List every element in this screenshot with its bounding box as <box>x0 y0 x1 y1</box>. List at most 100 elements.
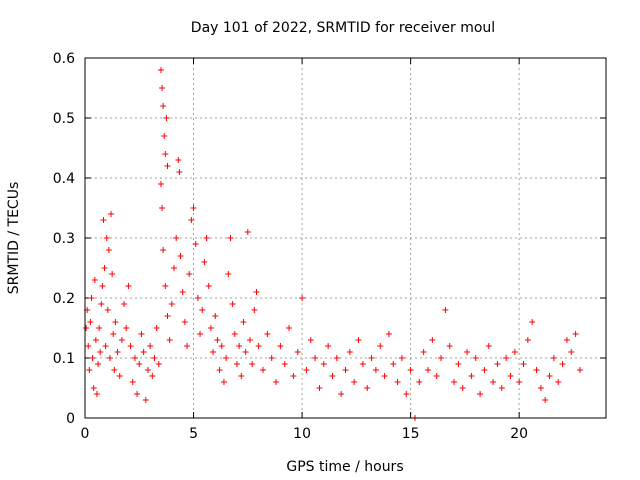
data-point <box>312 355 319 361</box>
data-point <box>175 157 182 163</box>
data-point <box>102 343 109 349</box>
data-point <box>477 391 484 397</box>
data-point <box>290 373 297 379</box>
data-point <box>86 367 93 373</box>
data-point <box>372 367 379 373</box>
data-point <box>110 331 117 337</box>
data-point <box>157 181 164 187</box>
data-point <box>184 343 191 349</box>
data-point <box>125 283 132 289</box>
x-tick-label: 0 <box>81 426 90 442</box>
data-point <box>485 343 492 349</box>
data-point <box>253 289 260 295</box>
data-point <box>550 355 557 361</box>
data-point <box>207 325 214 331</box>
data-point <box>129 379 136 385</box>
data-point <box>186 271 193 277</box>
data-point <box>542 397 549 403</box>
data-point <box>231 331 238 337</box>
data-point <box>346 349 353 355</box>
data-point <box>503 355 510 361</box>
data-point <box>134 391 141 397</box>
data-point <box>442 307 449 313</box>
data-point <box>100 217 107 223</box>
data-point <box>498 385 505 391</box>
data-point <box>92 337 99 343</box>
data-point <box>481 367 488 373</box>
data-point <box>451 379 458 385</box>
data-point <box>338 391 345 397</box>
data-point <box>162 283 169 289</box>
data-point <box>160 247 167 253</box>
data-point <box>95 361 102 367</box>
data-point <box>218 343 225 349</box>
data-point <box>359 361 366 367</box>
data-point <box>524 337 531 343</box>
data-point <box>90 385 97 391</box>
data-point <box>368 355 375 361</box>
data-point <box>194 295 201 301</box>
data-point <box>277 343 284 349</box>
data-point <box>464 349 471 355</box>
data-point <box>140 349 147 355</box>
data-point <box>201 259 208 265</box>
data-point <box>136 361 143 367</box>
y-tick-label: 0.3 <box>53 231 75 247</box>
data-point <box>118 337 125 343</box>
data-point <box>173 235 180 241</box>
data-point <box>223 355 230 361</box>
data-point <box>144 367 151 373</box>
data-point <box>147 343 154 349</box>
data-point <box>99 283 106 289</box>
data-point <box>163 115 170 121</box>
data-point <box>255 343 262 349</box>
y-tick-label: 0.1 <box>53 351 75 367</box>
x-tick-label: 15 <box>402 426 420 442</box>
data-point <box>546 373 553 379</box>
data-point <box>101 265 108 271</box>
data-point <box>240 319 247 325</box>
data-point <box>199 307 206 313</box>
x-tick-label: 20 <box>510 426 528 442</box>
data-point <box>85 343 92 349</box>
data-point <box>104 307 111 313</box>
data-point <box>472 355 479 361</box>
data-point <box>216 367 223 373</box>
data-point <box>192 241 199 247</box>
data-point <box>398 355 405 361</box>
data-point <box>390 361 397 367</box>
data-point <box>351 379 358 385</box>
data-points <box>83 67 583 421</box>
data-point <box>494 361 501 367</box>
x-tick-label: 5 <box>189 426 198 442</box>
data-point <box>459 385 466 391</box>
grid-lines <box>85 58 606 418</box>
data-point <box>576 367 583 373</box>
data-point <box>225 271 232 277</box>
data-point <box>568 349 575 355</box>
data-point <box>264 331 271 337</box>
data-point <box>121 301 128 307</box>
data-point <box>168 301 175 307</box>
data-point <box>114 349 121 355</box>
data-point <box>96 325 103 331</box>
data-point <box>203 235 210 241</box>
data-point <box>233 361 240 367</box>
data-point <box>244 229 251 235</box>
data-point <box>238 373 245 379</box>
data-point <box>281 361 288 367</box>
data-point <box>236 343 243 349</box>
data-point <box>329 373 336 379</box>
y-tick-label: 0.5 <box>53 111 75 127</box>
data-point <box>260 367 267 373</box>
data-point <box>303 367 310 373</box>
data-point <box>164 163 171 169</box>
data-point <box>214 337 221 343</box>
data-point <box>420 349 427 355</box>
data-point <box>294 349 301 355</box>
x-axis-ticks: 0 5 10 15 20 <box>81 58 528 442</box>
data-point <box>407 367 414 373</box>
data-point <box>205 283 212 289</box>
data-point <box>403 391 410 397</box>
y-axis-label: SRMTID / TECUs <box>6 182 22 295</box>
